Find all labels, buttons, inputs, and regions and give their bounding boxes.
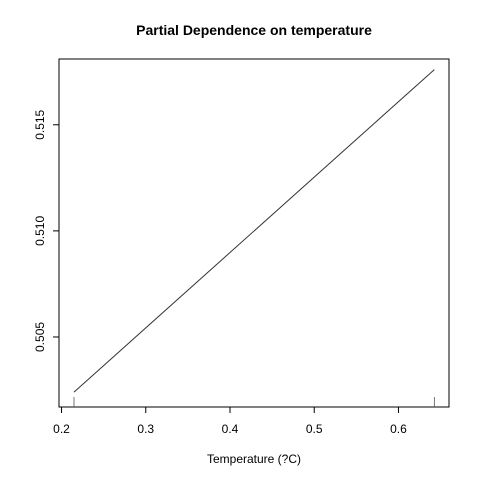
y-tick-label: 0.515	[33, 109, 47, 139]
y-tick-label: 0.510	[33, 216, 47, 246]
y-axis: 0.505 0.510 0.515	[33, 109, 59, 352]
y-tick-label: 0.505	[33, 322, 47, 352]
x-tick-label: 0.6	[390, 422, 407, 436]
chart-title: Partial Dependence on temperature	[136, 22, 372, 38]
plot-frame	[58, 58, 450, 408]
x-axis-label: Temperature (?C)	[207, 452, 301, 466]
x-axis: 0.2 0.3 0.4 0.5 0.6	[53, 406, 407, 436]
x-tick-label: 0.3	[137, 422, 154, 436]
x-tick-label: 0.5	[306, 422, 323, 436]
rug-layer	[73, 397, 435, 407]
series-layer	[73, 69, 435, 393]
x-tick-label: 0.4	[222, 422, 239, 436]
x-tick-label: 0.2	[53, 422, 70, 436]
series-line	[73, 69, 435, 393]
